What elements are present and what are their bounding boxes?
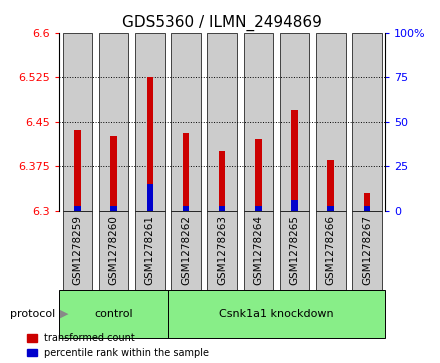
Text: GSM1278262: GSM1278262	[181, 216, 191, 285]
Bar	[255, 206, 262, 211]
Bar	[280, 33, 309, 211]
Text: protocol: protocol	[10, 309, 55, 319]
Bar	[183, 206, 189, 211]
Text: GSM1278259: GSM1278259	[73, 216, 82, 285]
Text: Csnk1a1 knockdown: Csnk1a1 knockdown	[219, 309, 334, 319]
Bar	[244, 33, 273, 211]
Bar	[110, 206, 117, 211]
Title: GDS5360 / ILMN_2494869: GDS5360 / ILMN_2494869	[122, 15, 322, 31]
Text: control: control	[94, 309, 133, 319]
Bar	[327, 206, 334, 211]
Bar	[316, 33, 345, 211]
Text: GSM1278264: GSM1278264	[253, 216, 264, 285]
Text: GSM1278263: GSM1278263	[217, 216, 227, 285]
Bar	[219, 151, 225, 211]
Legend: transformed count, percentile rank within the sample: transformed count, percentile rank withi…	[27, 333, 209, 358]
Bar	[135, 33, 165, 211]
Bar	[110, 136, 117, 211]
Bar	[183, 134, 189, 211]
Text: ▶: ▶	[60, 309, 69, 319]
Bar	[327, 160, 334, 211]
Bar	[363, 193, 370, 211]
Bar	[147, 184, 153, 211]
Bar	[291, 110, 298, 211]
Bar	[255, 139, 262, 211]
Text: GSM1278266: GSM1278266	[326, 216, 336, 285]
Bar	[291, 200, 298, 211]
Text: GSM1278261: GSM1278261	[145, 216, 155, 285]
Text: GSM1278260: GSM1278260	[109, 216, 119, 285]
Bar	[74, 130, 81, 211]
Bar	[363, 206, 370, 211]
Bar	[207, 33, 237, 211]
Bar	[99, 33, 128, 211]
Text: GSM1278265: GSM1278265	[290, 216, 300, 285]
Bar	[352, 33, 382, 211]
Text: GSM1278267: GSM1278267	[362, 216, 372, 285]
Bar	[171, 33, 201, 211]
Bar	[62, 33, 92, 211]
Bar	[74, 206, 81, 211]
Bar	[147, 77, 153, 211]
Bar	[219, 206, 225, 211]
